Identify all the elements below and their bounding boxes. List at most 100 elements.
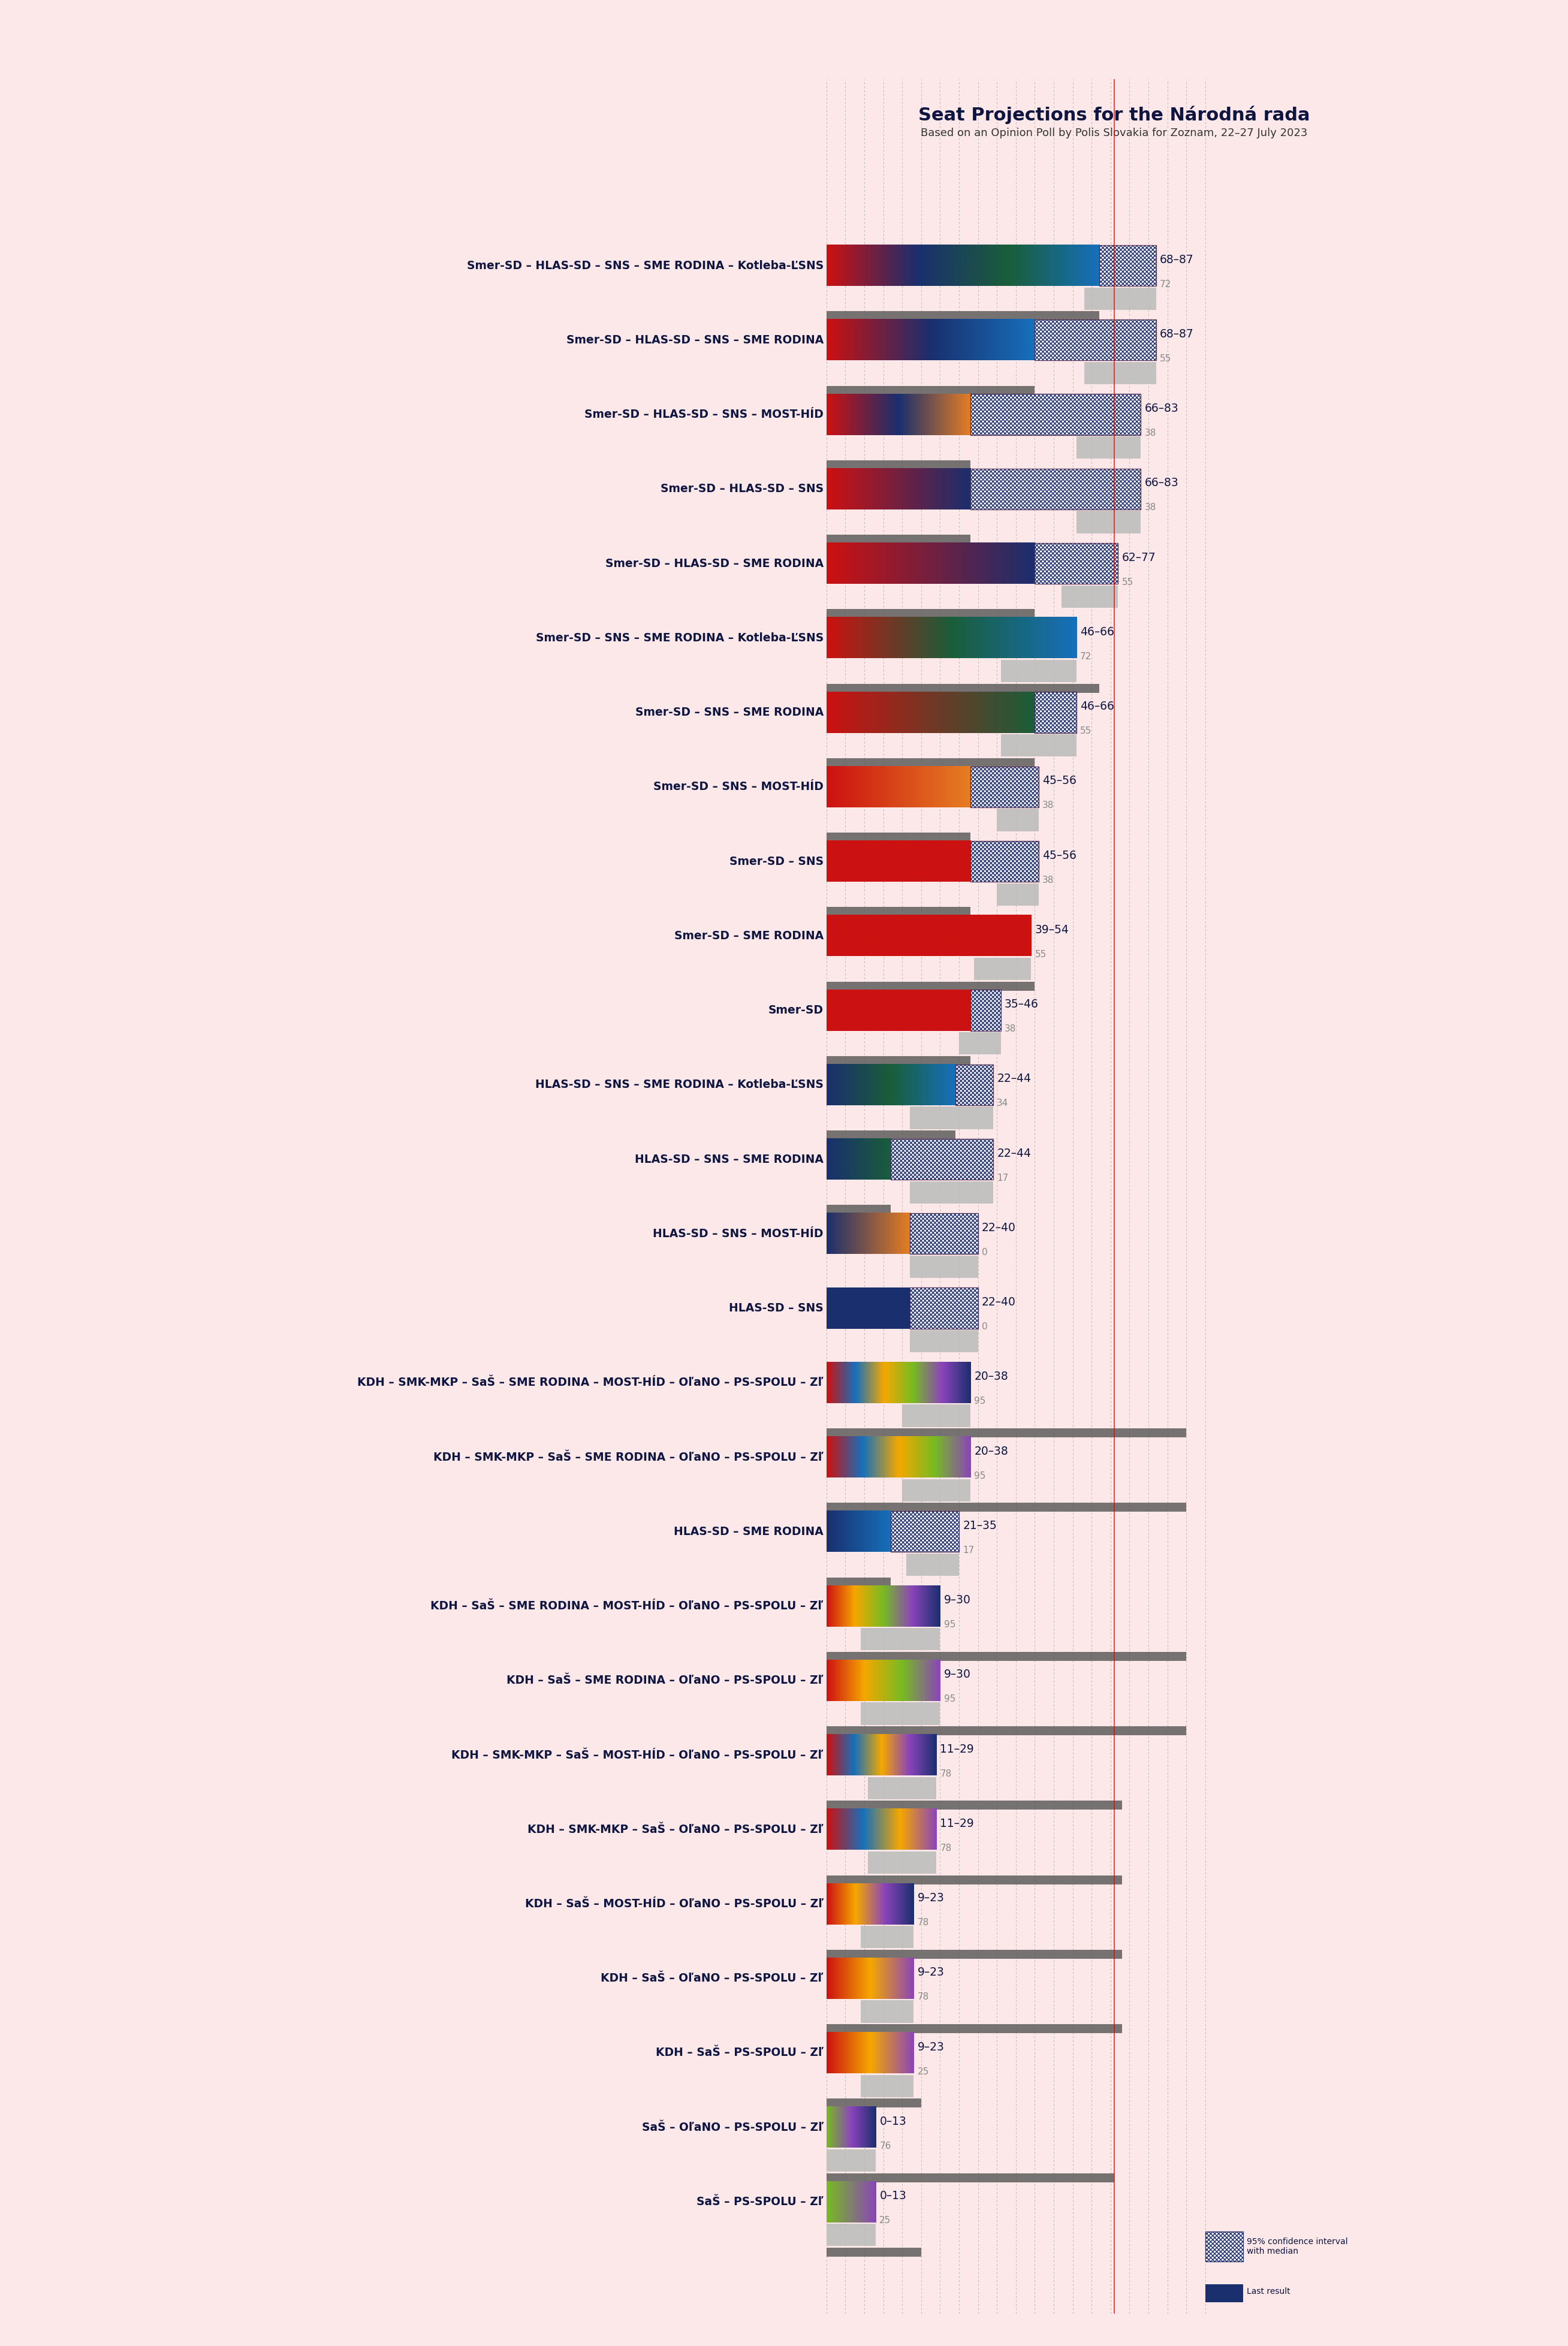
Text: 0–13: 0–13 (880, 2191, 906, 2201)
Bar (891, 1138, 993, 1180)
Bar (971, 767, 1038, 807)
Bar (1035, 692, 1077, 732)
Bar (909, 1255, 978, 1279)
Bar (1083, 289, 1156, 310)
Text: 66–83: 66–83 (1145, 404, 1179, 415)
Text: Last result: Last result (1247, 2287, 1290, 2294)
Text: Smer-SD – HLAS-SD – SNS: Smer-SD – HLAS-SD – SNS (660, 483, 823, 495)
Text: KDH – SMK-MKP – SaŠ – SME RODINA – MOST-HÍD – OľaNO – PS-SPOLU – Zľ: KDH – SMK-MKP – SaŠ – SME RODINA – MOST-… (358, 1377, 823, 1389)
Bar (1077, 511, 1142, 533)
Bar (909, 1180, 993, 1203)
Text: 55: 55 (1080, 727, 1091, 737)
Bar (971, 469, 1142, 509)
Bar (826, 460, 971, 469)
Text: 76: 76 (880, 2142, 891, 2151)
Text: 45–56: 45–56 (1043, 849, 1077, 861)
Text: 68–87: 68–87 (1160, 328, 1193, 340)
Bar (997, 884, 1038, 906)
Text: KDH – SaŠ – SME RODINA – OľaNO – PS-SPOLU – Zľ: KDH – SaŠ – SME RODINA – OľaNO – PS-SPOL… (506, 1675, 823, 1687)
Bar (909, 1213, 978, 1255)
Text: Seat Projections for the Národná rada: Seat Projections for the Národná rada (919, 106, 1311, 124)
Bar (826, 2247, 920, 2257)
Bar (971, 767, 1038, 807)
Text: 11–29: 11–29 (941, 1743, 974, 1755)
Bar (1000, 659, 1077, 683)
Text: 95: 95 (944, 1621, 955, 1628)
Bar (826, 2172, 1115, 2182)
Text: 38: 38 (1043, 800, 1054, 809)
Text: HLAS-SD – SNS – SME RODINA: HLAS-SD – SNS – SME RODINA (635, 1154, 823, 1166)
Bar (1083, 361, 1156, 385)
Text: 17: 17 (997, 1173, 1008, 1182)
Bar (869, 1776, 936, 1799)
Text: 11–29: 11–29 (941, 1818, 974, 1830)
Text: 35–46: 35–46 (1005, 999, 1038, 1011)
Bar (1206, 2231, 1243, 2262)
Bar (826, 1950, 1121, 1959)
Text: 20–38: 20–38 (974, 1445, 1008, 1457)
Text: 68–87: 68–87 (1160, 253, 1193, 265)
Text: 9–30: 9–30 (944, 1668, 971, 1680)
Bar (1206, 2231, 1243, 2262)
Text: 46–66: 46–66 (1080, 626, 1115, 638)
Bar (869, 1851, 936, 1874)
Bar (826, 1504, 1187, 1511)
Text: 39–54: 39–54 (1035, 924, 1069, 936)
Text: KDH – SaŠ – OľaNO – PS-SPOLU – Zľ: KDH – SaŠ – OľaNO – PS-SPOLU – Zľ (601, 1973, 823, 1985)
Bar (826, 1056, 971, 1065)
Bar (826, 1874, 1121, 1884)
Bar (1035, 542, 1118, 584)
Bar (861, 1628, 941, 1649)
Bar (971, 469, 1142, 509)
Bar (971, 394, 1142, 434)
Text: 34: 34 (997, 1098, 1008, 1107)
Bar (826, 2025, 1121, 2034)
Bar (826, 610, 1035, 619)
Text: 95% confidence interval
with median: 95% confidence interval with median (1247, 2238, 1348, 2255)
Text: 66–83: 66–83 (1145, 476, 1179, 488)
Bar (1077, 436, 1142, 460)
Bar (826, 1652, 1187, 1661)
Bar (826, 2100, 920, 2107)
Bar (861, 2001, 914, 2022)
Bar (906, 1553, 960, 1577)
Bar (955, 1065, 993, 1105)
Text: 46–66: 46–66 (1080, 701, 1115, 713)
Bar (826, 1802, 1121, 1809)
Bar (826, 1429, 1187, 1438)
Bar (826, 1131, 955, 1140)
Bar (960, 1032, 1000, 1056)
Text: 25: 25 (880, 2217, 891, 2224)
Text: 72: 72 (1080, 652, 1091, 662)
Bar (909, 1330, 978, 1354)
Text: 72: 72 (1160, 279, 1171, 289)
Text: 22–40: 22–40 (982, 1297, 1016, 1309)
Text: 0–13: 0–13 (880, 2116, 906, 2128)
Bar (826, 1206, 891, 1213)
Bar (861, 1703, 941, 1724)
Text: 0: 0 (982, 1323, 988, 1330)
Text: 55: 55 (1035, 950, 1046, 960)
Text: 95: 95 (944, 1694, 955, 1703)
Bar (826, 1577, 891, 1586)
Text: KDH – SaŠ – SME RODINA – MOST-HÍD – OľaNO – PS-SPOLU – Zľ: KDH – SaŠ – SME RODINA – MOST-HÍD – OľaN… (431, 1600, 823, 1612)
Text: Smer-SD – SNS: Smer-SD – SNS (729, 856, 823, 868)
Text: Smer-SD – HLAS-SD – SME RODINA: Smer-SD – HLAS-SD – SME RODINA (605, 558, 823, 570)
Text: 20–38: 20–38 (974, 1370, 1008, 1382)
Text: 25: 25 (917, 2067, 928, 2076)
Bar (891, 1138, 993, 1180)
Bar (891, 1511, 960, 1553)
Bar (1099, 244, 1156, 286)
Bar (826, 2149, 875, 2172)
Text: 9–30: 9–30 (944, 1595, 971, 1605)
Bar (826, 981, 1035, 990)
Bar (1035, 542, 1118, 584)
Text: Smer-SD – SNS – SME RODINA: Smer-SD – SNS – SME RODINA (635, 706, 823, 718)
Bar (826, 908, 971, 915)
Text: 21–35: 21–35 (963, 1520, 997, 1532)
Text: 55: 55 (1121, 577, 1134, 586)
Text: 78: 78 (917, 1919, 928, 1926)
Bar (826, 535, 971, 544)
Bar (826, 833, 971, 842)
Text: Smer-SD – SNS – SME RODINA – Kotleba-ĽSNS: Smer-SD – SNS – SME RODINA – Kotleba-ĽSN… (536, 631, 823, 643)
